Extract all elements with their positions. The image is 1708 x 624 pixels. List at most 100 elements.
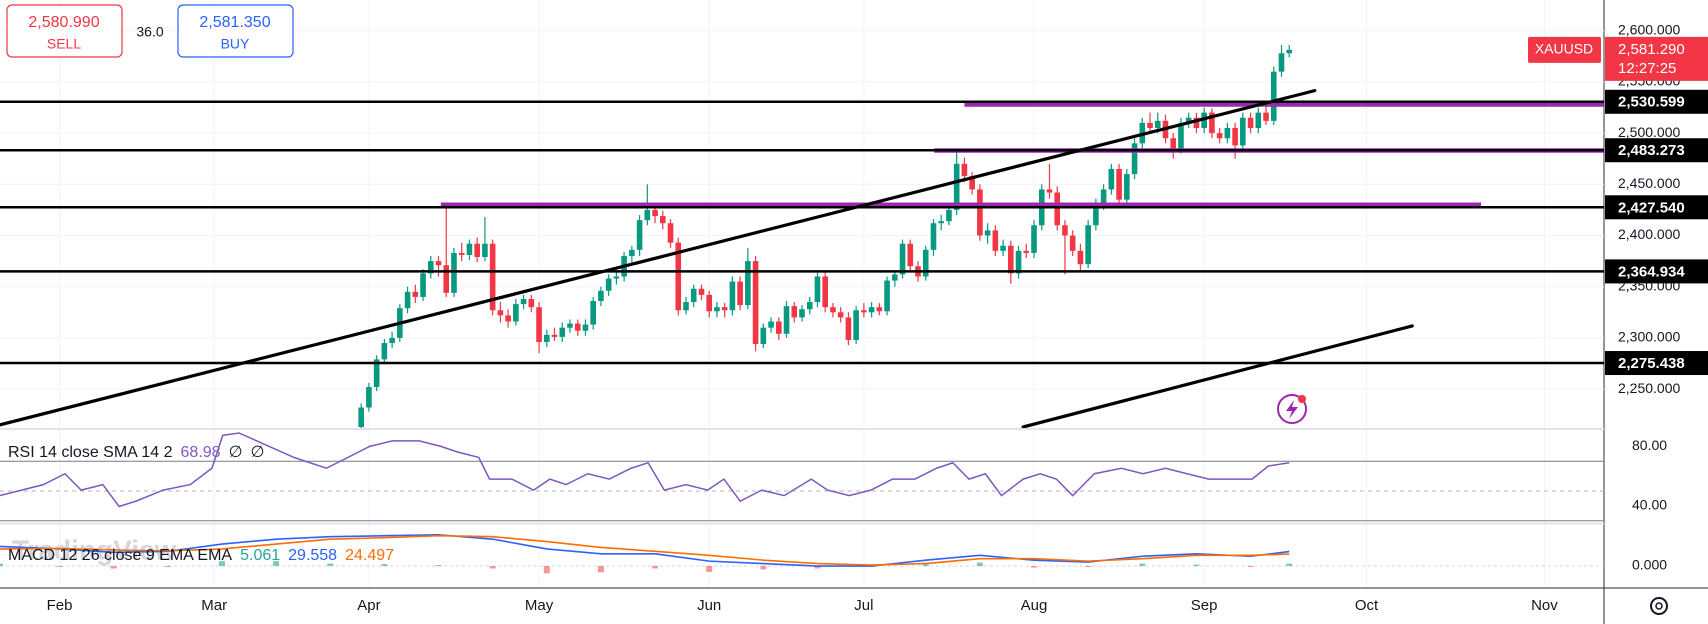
candle-body — [775, 321, 782, 334]
candle-body — [520, 298, 527, 305]
candle-body — [1131, 143, 1138, 175]
candle-body — [1178, 122, 1184, 150]
candle-body — [814, 276, 821, 303]
rsi-title: RSI 14 close SMA 14 2 — [8, 444, 173, 461]
buy-button[interactable] — [177, 4, 294, 58]
candle-body — [451, 252, 457, 293]
candle-body — [659, 216, 666, 224]
candle-body — [1263, 112, 1269, 121]
x-tick-label: Apr — [357, 597, 380, 614]
macd-legend: MACD 12 26 close 9 EMA EMA 5.061 29.558 24.… — [8, 547, 394, 564]
candle-body — [528, 298, 535, 308]
candle-body — [420, 273, 426, 297]
candle-body — [652, 209, 658, 217]
candle-body — [389, 337, 395, 344]
candle-body — [946, 209, 952, 222]
candle-body — [598, 290, 604, 302]
y-tick-label: 2,600.000 — [1618, 21, 1680, 37]
x-tick-label: Mar — [201, 597, 227, 614]
lightning-bolt — [1286, 400, 1298, 419]
trade-panel: 2,580.990 SELL 36.0 2,581.350 BUY — [6, 4, 294, 58]
candle-body — [1255, 112, 1262, 128]
macd-value: 29.558 — [288, 547, 337, 564]
candle-body — [358, 407, 364, 427]
candle-body — [706, 294, 712, 312]
candle-body — [381, 343, 388, 360]
candle-body — [845, 317, 852, 340]
candle-body — [458, 252, 465, 255]
x-tick-label: Aug — [1021, 597, 1048, 614]
histogram-bar — [543, 566, 550, 574]
settings-icon-center — [1655, 602, 1663, 610]
macd-pane — [0, 533, 1604, 574]
candle-body — [953, 163, 960, 210]
candle-body — [366, 387, 372, 408]
symbol-label: XAUUSD — [1535, 41, 1593, 57]
candle-body — [1085, 225, 1091, 265]
candle-body — [806, 302, 813, 310]
candle-body — [1270, 71, 1277, 121]
candle-body — [574, 323, 581, 331]
candle-body — [1093, 204, 1099, 226]
candle-body — [605, 278, 612, 291]
spread: 36.0 — [136, 24, 163, 40]
candle-body — [1232, 127, 1238, 146]
histogram-bar — [814, 566, 821, 569]
level-label: 2,364.934 — [1618, 263, 1685, 280]
candle-body — [690, 288, 697, 303]
last-price-label: 2,581.290 — [1618, 41, 1685, 58]
candle-body — [1108, 168, 1115, 190]
candle-body — [938, 221, 945, 224]
candle-body — [1054, 192, 1061, 226]
histogram-bar — [327, 563, 334, 567]
candle-body — [922, 249, 929, 277]
candle-body — [977, 189, 983, 236]
candle-body — [899, 243, 906, 275]
level-label-box — [1605, 351, 1708, 376]
candle-body — [752, 261, 759, 345]
level-label-box — [1605, 259, 1708, 284]
candle-body — [629, 249, 635, 256]
candle-body — [1000, 245, 1006, 251]
histogram-bar — [489, 566, 496, 569]
y-tick-label: 2,400.000 — [1618, 226, 1680, 242]
candle-body — [474, 243, 480, 258]
candle-body — [737, 281, 743, 306]
histogram-bar — [706, 566, 713, 572]
candle-body — [559, 327, 566, 337]
candle-body — [992, 230, 999, 251]
candle-body — [729, 281, 736, 311]
candle-body — [1224, 127, 1231, 139]
histogram-bar — [218, 561, 225, 567]
candle-body — [961, 163, 968, 177]
settings-icon[interactable] — [1650, 597, 1668, 615]
candle-body — [783, 306, 790, 334]
countdown: 12:27:25 — [1618, 60, 1676, 77]
candle-body — [714, 307, 720, 312]
sell-button[interactable] — [6, 4, 123, 58]
candle-body — [1286, 49, 1293, 54]
candle-body — [830, 307, 836, 313]
x-tick-label: Jun — [697, 597, 721, 614]
histogram-bar — [0, 563, 3, 567]
y-tick-label: 40.00 — [1632, 497, 1667, 513]
candle-body — [1008, 245, 1014, 274]
candle-body — [1100, 189, 1107, 205]
level-label: 2,483.273 — [1618, 142, 1685, 159]
candle-body — [837, 312, 844, 318]
histogram-bar — [381, 564, 388, 567]
candle-body — [513, 304, 519, 322]
x-tick-label: Oct — [1355, 597, 1379, 614]
candle-body — [404, 291, 411, 309]
candle-body — [613, 276, 620, 279]
x-tick-label: Sep — [1191, 597, 1218, 614]
level-label: 2,427.540 — [1618, 199, 1685, 216]
candle-body — [892, 274, 898, 281]
macd-title: MACD 12 26 close 9 EMA EMA — [8, 547, 232, 564]
histogram-bar — [1139, 563, 1146, 567]
candle-body — [698, 288, 705, 295]
histogram-bar — [760, 566, 767, 570]
candle-body — [590, 301, 596, 325]
rsi-value: 68.98 — [181, 444, 221, 461]
